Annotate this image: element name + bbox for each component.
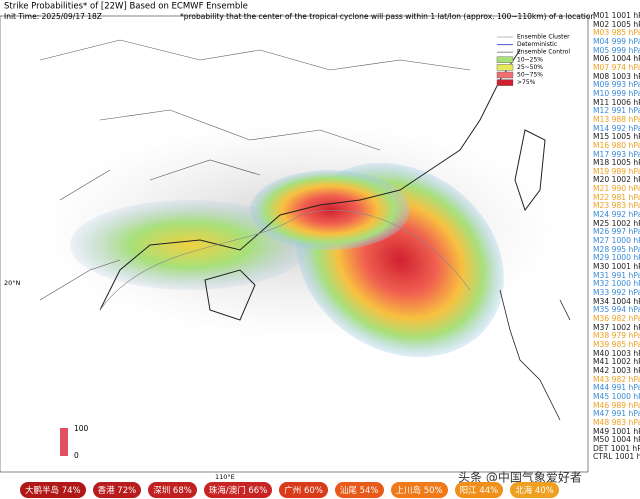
member: M36 982 hPa [593,313,640,323]
badge: 珠海/澳门 66% [203,482,273,498]
legend-swatch [496,64,514,71]
member: M18 1005 hPa [593,158,640,168]
border [39,39,471,301]
note: *probability that the center of the trop… [180,12,595,21]
member: M45 1000 hPa [593,391,640,401]
badge-row: 大鹏半岛 74% 香港 72% 深圳 68% 珠海/澳门 66% 广州 60% 汕尾 54… [20,482,559,498]
member: M08 1003 hPa [593,71,640,81]
prob-area [70,200,310,290]
member: M14 992 hPa [593,123,640,133]
member: M24 992 hPa [593,210,640,220]
member: M01 1001 hPa [593,11,640,20]
badge: 香港 72% [92,482,142,498]
member: M11 1006 hPa [593,97,640,107]
member: M15 1005 hPa [593,132,640,142]
member: M30 1001 hPa [593,262,640,272]
title: Strike Probabilities* of [22W] Based on … [4,2,248,12]
member: M28 995 hPa [593,244,640,254]
member: M05 999 hPa [593,45,640,55]
member: M37 1002 hPa [593,322,640,332]
member: M48 983 hPa [593,417,640,427]
member: M26 997 hPa [593,227,640,237]
member: M19 989 hPa [593,166,640,176]
legend-label: Ensemble Cluster [517,34,570,41]
member: M20 1002 hPa [593,175,640,185]
member: M33 992 hPa [593,288,640,297]
legend-label: Deterministic [517,41,557,48]
member: M12 991 hPa [593,106,640,116]
taiwan [514,129,546,212]
legend-label: 50~75% [517,72,543,79]
track [99,210,471,311]
member: M44 991 hPa [593,383,640,393]
member: M17 993 hPa [593,149,640,159]
member: M25 1002 hPa [593,218,640,228]
member: CTRL 1001 hPa [593,452,640,462]
legend-swatch [496,71,514,79]
member: M22 981 hPa [593,192,640,202]
colorbar-min: 0 [74,451,79,460]
member: M16 980 hPa [593,140,640,150]
member: M31 991 hPa [593,270,640,280]
member: M06 1004 hPa [593,54,640,64]
colorbar-max: 100 [74,424,89,433]
badge: 北海 40% [510,482,559,498]
member: M09 993 hPa [593,80,640,90]
legend-label: 25~50% [517,64,543,71]
member: M35 994 hPa [593,305,640,315]
member: M29 1000 hPa [593,253,640,263]
badge: 广州 60% [279,482,328,498]
member: M40 1003 hPa [593,348,640,358]
member: M34 1004 hPa [593,296,640,306]
badge: 深圳 68% [148,482,197,498]
member: M42 1003 hPa [593,365,640,375]
member: M32 1000 hPa [593,279,640,289]
badge: 大鹏半岛 74% [20,482,86,498]
member: M43 982 hPa [593,374,640,384]
lat-label: 20°N [4,279,21,287]
badge: 阳江 44% [454,482,504,498]
member: M03 985 hPa [593,28,640,38]
legend-label: Ensemble Control [517,49,570,56]
legend-swatch [496,56,514,63]
member: M38 979 hPa [593,331,640,341]
hainan [204,269,256,321]
member: M07 974 hPa [593,62,640,72]
legend-swatch [496,79,514,86]
member: M47 991 hPa [593,409,640,419]
coastline [499,289,571,421]
member: M41 1002 hPa [593,357,640,367]
member: M21 990 hPa [593,184,640,194]
member: M46 989 hPa [593,400,640,410]
member: M10 999 hPa [593,88,640,98]
coastline [99,49,521,311]
colorbar [60,428,68,456]
init-time: Init Time: 2025/09/17 18Z [4,12,102,21]
legend-label: 10~25% [517,56,543,63]
member: DET 1001 hPa [593,443,640,453]
lon-label: 110°E [215,473,235,481]
badge: 汕尾 54% [334,482,384,498]
member: M39 985 hPa [593,339,640,349]
member: M23 983 hPa [593,201,640,211]
member: M04 999 hPa [593,36,640,46]
legend-label: >75% [517,79,536,86]
member: M49 1001 hPa [593,426,640,436]
badge: 上川岛 50% [390,482,448,498]
member: M13 988 hPa [593,114,640,124]
member: M50 1004 hPa [593,435,640,445]
member: M27 1000 hPa [593,236,640,246]
watermark: 头条 @中国气象爱好者 [458,470,582,485]
member: M02 1005 hPa [593,19,640,29]
